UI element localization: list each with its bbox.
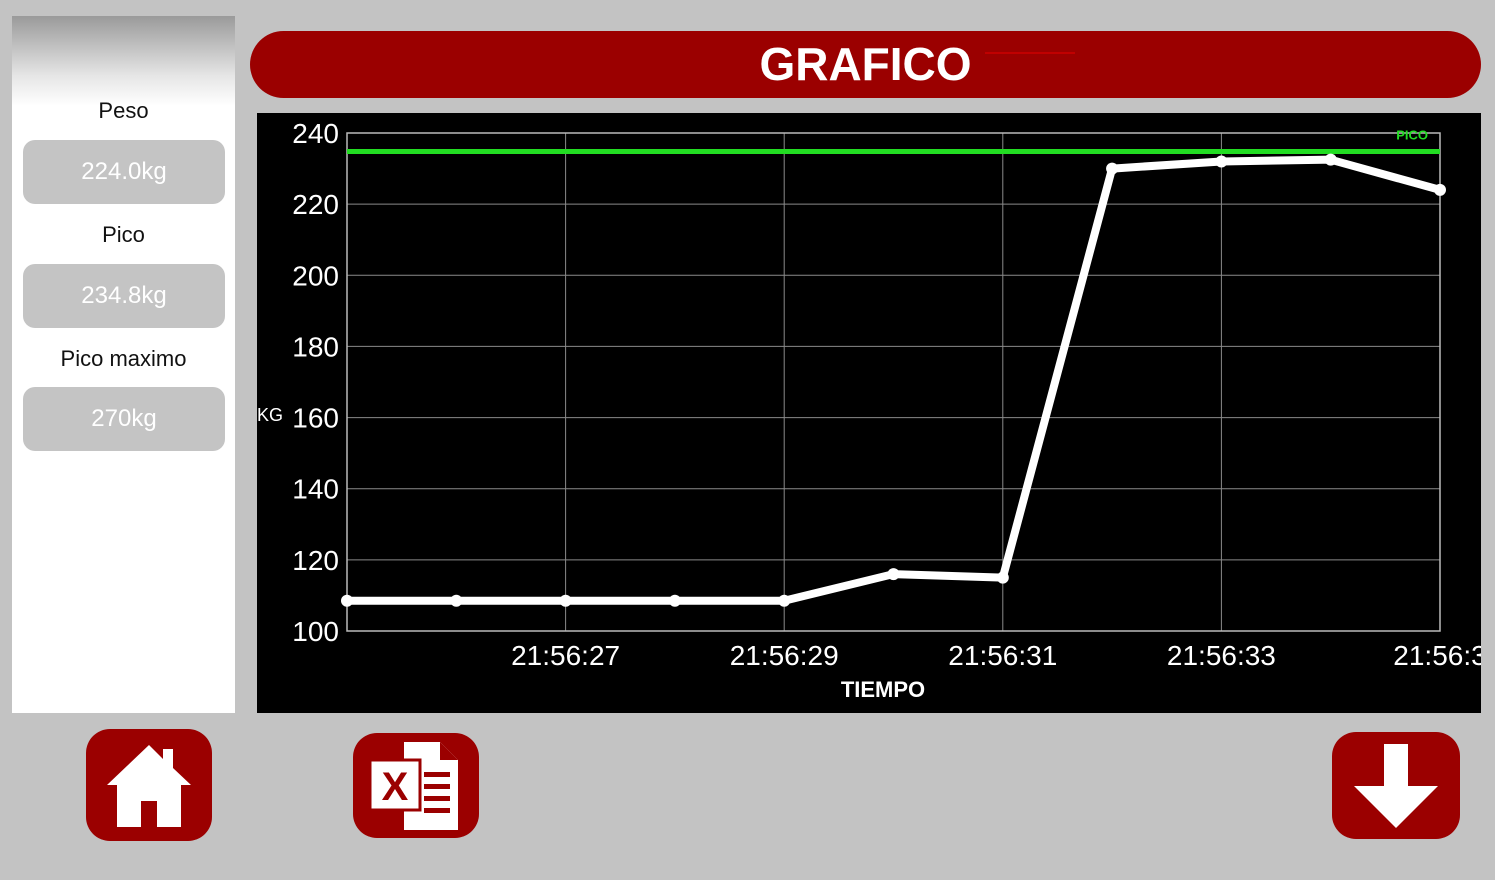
data-point — [341, 594, 353, 607]
export-excel-button[interactable]: X — [353, 733, 479, 838]
page-title: GRAFICO — [759, 38, 972, 90]
x-tick-label: 21:56:3 — [1393, 640, 1481, 671]
pico-value: 234.8kg — [23, 264, 225, 328]
plot-frame — [346, 132, 1441, 632]
data-point — [559, 594, 572, 607]
data-point — [996, 571, 1009, 584]
home-icon — [107, 745, 191, 827]
weight-series-line — [343, 155, 1444, 605]
svg-text:X: X — [382, 765, 409, 809]
x-axis-label: TIEMPO — [841, 677, 925, 702]
weight-chart: 100 120 140 160 180 200 220 240 21:56:27 21:56:29… — [257, 118, 1481, 702]
data-point — [1434, 183, 1446, 196]
y-tick-label: 220 — [292, 189, 339, 220]
x-tick-label: 21:56:33 — [1167, 640, 1276, 671]
data-point — [778, 594, 791, 607]
y-tick-label: 160 — [292, 403, 339, 434]
x-tick-label: 21:56:31 — [948, 640, 1057, 671]
excel-icon: X — [368, 741, 458, 830]
pico-maximo-value: 270kg — [23, 387, 225, 451]
data-point — [1106, 162, 1119, 175]
y-tick-label: 140 — [292, 474, 339, 505]
x-tick-label: 21:56:27 — [511, 640, 620, 671]
y-tick-label: 240 — [292, 118, 339, 149]
y-tick-label: 120 — [292, 545, 339, 576]
chart-area: 100 120 140 160 180 200 220 240 21:56:27 21:56:29… — [257, 113, 1481, 713]
y-axis-label: KG — [257, 405, 283, 425]
data-point — [887, 568, 900, 581]
y-tick-label: 200 — [292, 260, 339, 291]
download-button[interactable] — [1332, 732, 1460, 839]
home-button[interactable] — [86, 729, 212, 841]
side-panel: Peso 224.0kg Pico 234.8kg Pico maximo 27… — [12, 16, 235, 713]
y-tick-label: 180 — [292, 331, 339, 362]
title-decoration — [985, 52, 1075, 54]
data-point — [1215, 155, 1228, 168]
peak-label: PICO — [1396, 127, 1428, 142]
data-point — [450, 594, 463, 607]
data-point — [668, 594, 681, 607]
x-tick-label: 21:56:29 — [730, 640, 839, 671]
title-bar: GRAFICO — [250, 31, 1481, 98]
peso-value: 224.0kg — [23, 140, 225, 204]
data-point — [1324, 153, 1337, 166]
pico-maximo-label: Pico maximo — [60, 346, 187, 371]
arrow-down-icon — [1354, 743, 1438, 828]
peso-label: Peso — [98, 98, 149, 123]
pico-label: Pico — [102, 222, 145, 247]
y-tick-label: 100 — [292, 616, 339, 647]
